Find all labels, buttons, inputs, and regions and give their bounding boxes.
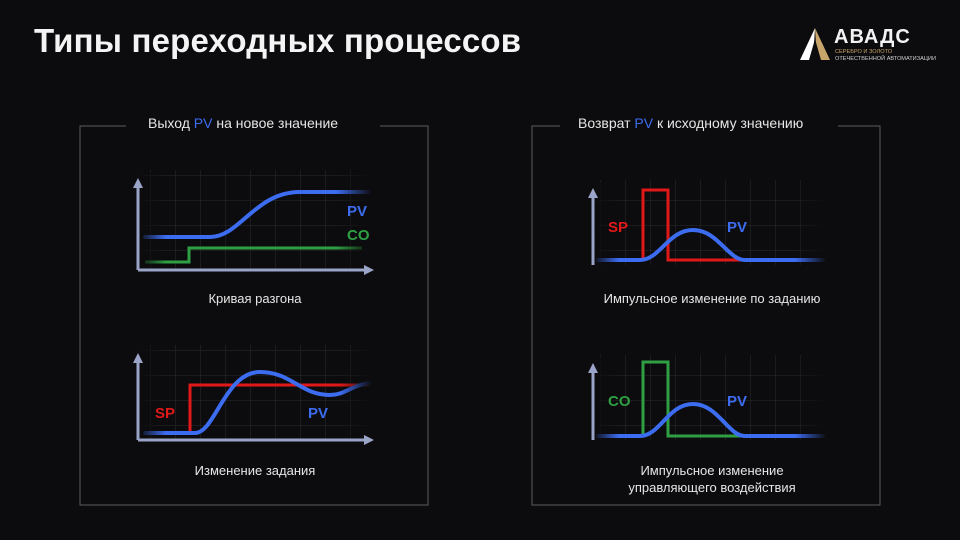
label-co: CO (347, 227, 370, 244)
chart-setpoint-pulse: SP PV (588, 180, 827, 267)
left-panel-frame (79, 125, 429, 506)
label-pv: PV (347, 203, 367, 220)
page-title: Типы переходных процессов (34, 22, 522, 59)
chart-setpoint-change: SP PV (133, 345, 374, 445)
logo-tagline-1: СЕРЕБРО И ЗОЛОТО (835, 49, 893, 55)
pv-curve (596, 401, 825, 438)
right-panel-frame (531, 125, 881, 506)
label-co: CO (608, 393, 631, 410)
pv-curve (596, 227, 825, 262)
logo-tagline-2: ОТЕЧЕСТВЕННОЙ АВТОМАТИЗАЦИИ (835, 56, 936, 62)
left-panel-title: Выход PV на новое значение (148, 115, 339, 131)
right-panel-title: Возврат PV к исходному значению (578, 115, 804, 131)
label-sp: SP (608, 219, 628, 236)
logo-icon (800, 28, 830, 60)
caption-control-pulse: Импульсное изменение управляющего воздей… (572, 462, 852, 496)
caption-setpoint-pulse: Импульсное изменение по заданию (603, 291, 821, 306)
chart-control-pulse: CO PV (588, 355, 827, 442)
caption-setpoint-change: Изменение задания (194, 463, 316, 478)
label-sp: SP (155, 405, 175, 422)
label-pv: PV (727, 219, 747, 236)
label-pv: PV (727, 393, 747, 410)
caption-step-response: Кривая разгона (208, 291, 302, 306)
co-step (145, 246, 362, 264)
pv-curve (143, 190, 372, 239)
chart-step-response: PV CO (133, 170, 374, 275)
logo-name: АВАДС (834, 26, 911, 48)
caption-line-2: управляющего воздействия (628, 480, 796, 495)
caption-line-1: Импульсное изменение (640, 463, 784, 478)
label-pv: PV (308, 405, 328, 422)
logo: АВАДС СЕРЕБРО И ЗОЛОТО ОТЕЧЕСТВЕННОЙ АВТ… (798, 24, 938, 66)
